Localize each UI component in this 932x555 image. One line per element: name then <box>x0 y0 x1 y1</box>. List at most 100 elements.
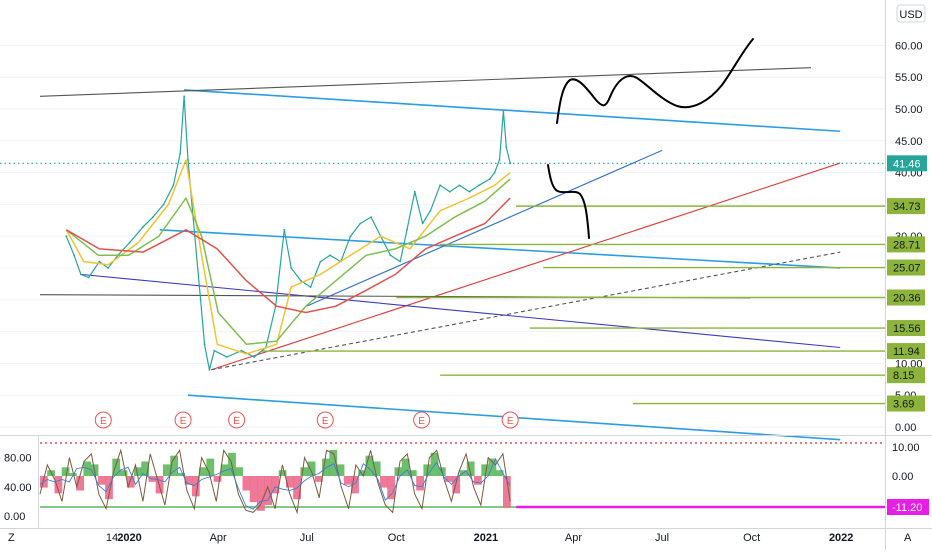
y-tick-label: 55.00 <box>895 72 923 84</box>
price-point <box>73 254 75 257</box>
oscillator-bar <box>488 458 497 476</box>
price-point <box>187 159 189 161</box>
oscillator-bar <box>54 476 63 494</box>
earnings-marker[interactable]: E <box>413 411 431 429</box>
price-point <box>80 273 82 276</box>
x-tick-label: Oct <box>743 532 760 544</box>
earnings-marker[interactable]: E <box>94 411 112 429</box>
y-tick-label: 45.00 <box>895 136 923 148</box>
price-point <box>290 267 293 269</box>
earnings-marker-label: E <box>418 416 425 427</box>
oscillator-bar <box>134 467 142 476</box>
price-point <box>226 356 228 358</box>
earnings-marker[interactable]: E <box>316 411 334 429</box>
price-point <box>152 216 154 219</box>
osc-left-tick-label: 0.00 <box>4 511 25 523</box>
trendline-4[interactable] <box>306 149 663 307</box>
price-point <box>370 216 372 219</box>
price-level-tag: 25.07 <box>887 259 925 276</box>
y-tick-label: 50.00 <box>895 104 923 116</box>
price-point <box>349 235 352 238</box>
earnings-marker[interactable]: E <box>501 411 519 429</box>
oscillator-bar <box>264 476 273 505</box>
oscillator-bar <box>314 476 323 482</box>
price-level-tag-bg <box>887 395 925 412</box>
price-point <box>162 203 165 206</box>
price-point <box>309 286 312 288</box>
current-price-tag-text: 41.46 <box>893 158 921 170</box>
price-point <box>429 209 432 212</box>
user-drawings[interactable] <box>39 67 841 441</box>
oscillator-bar <box>68 473 77 476</box>
price-point <box>359 222 362 225</box>
earnings-marker-label: E <box>100 416 107 427</box>
oscillator-bar <box>271 476 280 494</box>
freehand-drawings[interactable] <box>547 38 754 239</box>
oscillator-bar <box>257 476 265 511</box>
price-point <box>502 110 505 112</box>
auto-scale-button[interactable]: A <box>904 532 912 544</box>
oscillator-bar <box>416 476 424 491</box>
price-series-layer <box>0 95 885 371</box>
oscillator-bar <box>61 467 70 476</box>
oscillator-bar <box>300 467 309 476</box>
stoch-d-line <box>39 457 511 510</box>
oscillator-bar <box>351 476 359 494</box>
oscillator-bar <box>387 476 395 500</box>
price-level-tag-bg <box>887 343 925 360</box>
oscillator-bar <box>213 476 222 482</box>
support-lines[interactable] <box>260 205 885 405</box>
oscillator-value-tag-text: -11.20 <box>892 502 922 514</box>
price-level-tag: 3.69 <box>887 395 925 412</box>
ma-mid-series-line <box>65 178 511 346</box>
trendline-9[interactable] <box>211 251 841 371</box>
trendline-2[interactable] <box>159 229 841 269</box>
earnings-marker[interactable]: E <box>228 411 246 429</box>
earnings-marker-circle[interactable] <box>413 411 431 429</box>
earnings-marker-circle[interactable] <box>94 411 112 429</box>
freehand-projection-path[interactable] <box>556 38 754 124</box>
price-point <box>107 267 109 269</box>
price-level-tag-text: 28.71 <box>893 239 921 251</box>
oscillator-bar <box>170 455 178 476</box>
price-point <box>208 368 211 371</box>
earnings-marker-circle[interactable] <box>501 411 519 429</box>
oscillator-bar <box>242 476 251 491</box>
axis-overlay: 34.73 28.71 25.07 20.36 15.56 11.94 8.15 3.69 41… <box>8 4 929 544</box>
trendline-7[interactable] <box>39 67 812 97</box>
price-level-tag-text: 8.15 <box>893 370 914 382</box>
x-tick-label: Jul <box>655 532 669 544</box>
freehand-correction-path[interactable] <box>547 164 590 239</box>
price-level-tag-bg <box>887 367 925 384</box>
log-scale-button[interactable]: Z <box>8 532 15 544</box>
oscillator-bar <box>177 473 186 476</box>
currency-badge[interactable]: USD <box>896 4 926 23</box>
oscillator-panel <box>0 435 932 515</box>
oscillator-bar <box>329 449 338 476</box>
oscillator-bar <box>365 455 374 476</box>
trendline-1[interactable] <box>184 89 841 133</box>
x-tick-label: 2020 <box>117 532 141 544</box>
earnings-marker-circle[interactable] <box>316 411 334 429</box>
oscillator-bar <box>408 470 417 476</box>
price-point <box>213 349 216 352</box>
gridlines <box>0 44 885 428</box>
oscillator-value-tag-bg <box>887 499 929 515</box>
price-level-tag: 20.36 <box>887 289 925 306</box>
earnings-marker-circle[interactable] <box>174 411 192 429</box>
currency-badge-bg[interactable] <box>896 4 926 23</box>
stoch-k-line <box>39 448 511 515</box>
x-tick-label: Oct <box>388 532 405 544</box>
trendline-5[interactable] <box>211 162 841 371</box>
oscillator-bar <box>401 458 410 476</box>
ma-fast-series-line <box>65 159 511 355</box>
earnings-marker-label: E <box>180 416 187 427</box>
x-tick-label: Apr <box>565 532 582 544</box>
oscillator-bar <box>126 476 135 488</box>
earnings-marker[interactable]: E <box>174 411 192 429</box>
earnings-marker-circle[interactable] <box>228 411 246 429</box>
price-point <box>172 184 175 187</box>
